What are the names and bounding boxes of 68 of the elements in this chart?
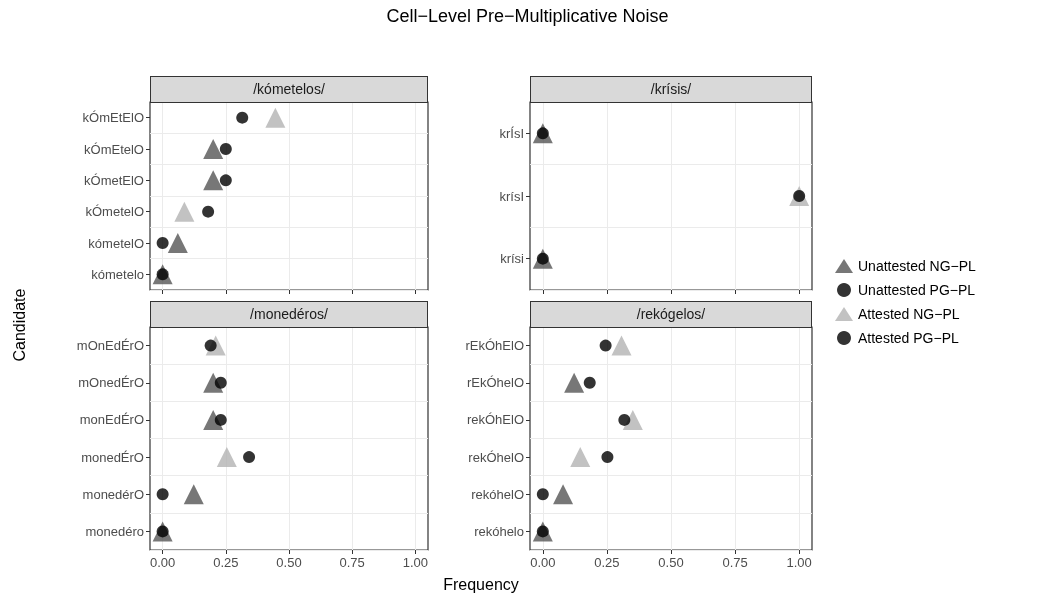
point	[219, 174, 232, 187]
point	[167, 233, 188, 253]
y-tick-label: rekóhelO	[471, 486, 524, 502]
chart-subtitle: /kómetelos/	[150, 76, 428, 103]
y-tick-label: kÓmetelO	[85, 204, 144, 220]
x-tick-label: 0.50	[276, 555, 302, 570]
y-tick-label: rEkÓhelO	[466, 375, 524, 391]
x-tick-label: 1.00	[402, 555, 429, 570]
y-tick-label: krísI	[499, 188, 524, 204]
chart-subtitle: /monedéros/	[150, 301, 428, 328]
y-tick-label: kÓmEtelO	[84, 141, 144, 157]
legend-label: Unattested NG−PL	[858, 258, 977, 274]
point	[536, 488, 549, 501]
point	[599, 339, 612, 352]
point	[219, 143, 232, 155]
point	[203, 139, 224, 159]
y-tick-label: rekóhelo	[474, 523, 524, 539]
point	[583, 376, 596, 389]
legend-label: Unattested PG−PL	[858, 282, 976, 298]
point	[553, 484, 574, 505]
point	[203, 170, 224, 191]
point	[601, 451, 614, 464]
y-tick-label: krÍsI	[499, 125, 524, 141]
y-tick-label: mOnEdÉrO	[76, 338, 144, 354]
y-tick-label: kÓmEtElO	[82, 110, 144, 126]
point	[243, 451, 256, 464]
y-tick-label: kÓmetElO	[84, 172, 144, 188]
point	[202, 205, 215, 218]
chart-subtitle: /krísis/	[530, 76, 812, 103]
point	[214, 376, 227, 389]
point	[265, 107, 286, 128]
y-tick-label: monedÉrO	[81, 449, 144, 465]
y-tick-label: monedéro	[85, 523, 144, 539]
y-tick-label: rEkÓhElO	[465, 338, 524, 354]
legend-label: Attested NG−PL	[858, 306, 960, 322]
point	[622, 409, 643, 430]
chart-subtitle: /rekógelos/	[530, 301, 812, 328]
point	[183, 484, 204, 505]
y-axis-title: Candidate	[11, 287, 29, 364]
x-tick-label: 0.75	[722, 555, 748, 570]
legend-label: Attested PG−PL	[858, 330, 959, 346]
point	[611, 335, 632, 356]
y-tick-label: mOnedÉrO	[78, 375, 144, 391]
point	[156, 237, 169, 249]
y-tick-label: monedérO	[82, 486, 144, 502]
y-tick-label: kómetelO	[88, 235, 144, 251]
point	[236, 111, 249, 124]
y-tick-label: rekÓhelO	[468, 449, 524, 465]
x-tick-label: 0.25	[213, 555, 239, 570]
x-tick-label: 0.75	[339, 555, 365, 570]
x-tick-label: 1.00	[786, 555, 812, 570]
point	[214, 413, 227, 426]
x-tick-label: 0.00	[530, 555, 556, 570]
text: Cell−Level Pre−Multiplicative Noise	[385, 6, 670, 27]
y-tick-label: rekÓhElO	[466, 412, 524, 428]
point	[570, 447, 591, 468]
x-tick-label: 0.00	[149, 555, 176, 570]
point	[156, 488, 169, 501]
point	[564, 372, 585, 393]
point	[174, 201, 195, 222]
y-tick-label: krísi	[500, 251, 525, 267]
point	[618, 413, 631, 426]
y-tick-label: monEdÉrO	[79, 412, 144, 428]
x-tick-label: 0.25	[594, 555, 620, 570]
x-axis-title: Frequency	[442, 576, 520, 594]
y-tick-label: kómetelo	[91, 266, 144, 282]
point	[216, 447, 237, 468]
x-tick-label: 0.50	[658, 555, 684, 570]
